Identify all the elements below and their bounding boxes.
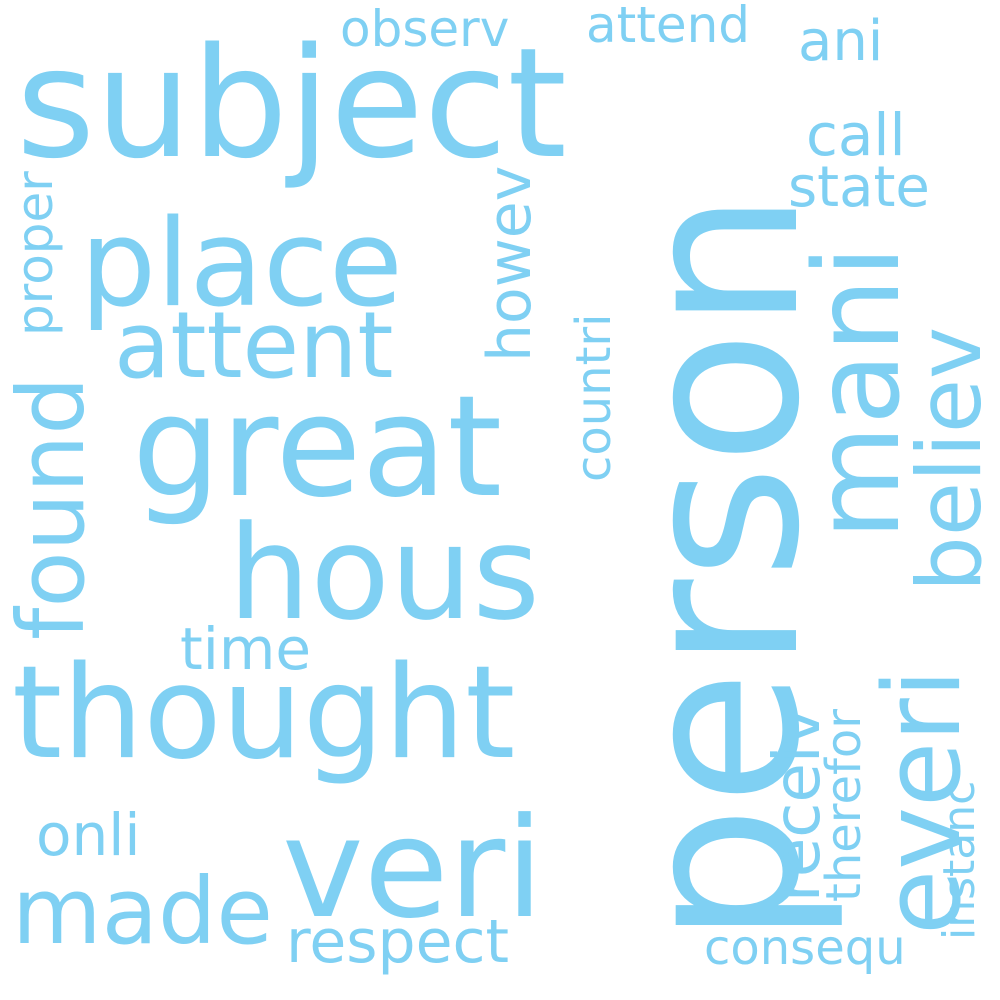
word-observ: observ: [340, 0, 510, 58]
word-subject: subject: [16, 15, 567, 192]
word-consequ: consequ: [704, 920, 906, 976]
word-therefor: therefor: [816, 709, 872, 902]
word-veri: veri: [282, 788, 544, 949]
word-made: made: [12, 858, 273, 965]
word-countri: countri: [566, 313, 622, 483]
word-attend: attend: [586, 0, 751, 54]
word-howev: howev: [475, 165, 545, 362]
word-attent: attent: [114, 292, 394, 399]
word-instanc: instanc: [934, 780, 985, 940]
word-found: found: [0, 376, 105, 640]
word-great: great: [132, 366, 503, 529]
word-place: place: [80, 195, 403, 334]
word-believ: believ: [898, 326, 1000, 592]
word-call: call: [806, 101, 906, 169]
word-state: state: [788, 155, 930, 220]
word-ani: ani: [798, 9, 884, 74]
word-proper: proper: [6, 171, 64, 336]
word-hous: hous: [228, 497, 541, 649]
word-onli: onli: [36, 801, 141, 869]
word-thought: thought: [12, 639, 516, 788]
word-time: time: [180, 615, 312, 683]
word-respect: respect: [286, 907, 510, 977]
